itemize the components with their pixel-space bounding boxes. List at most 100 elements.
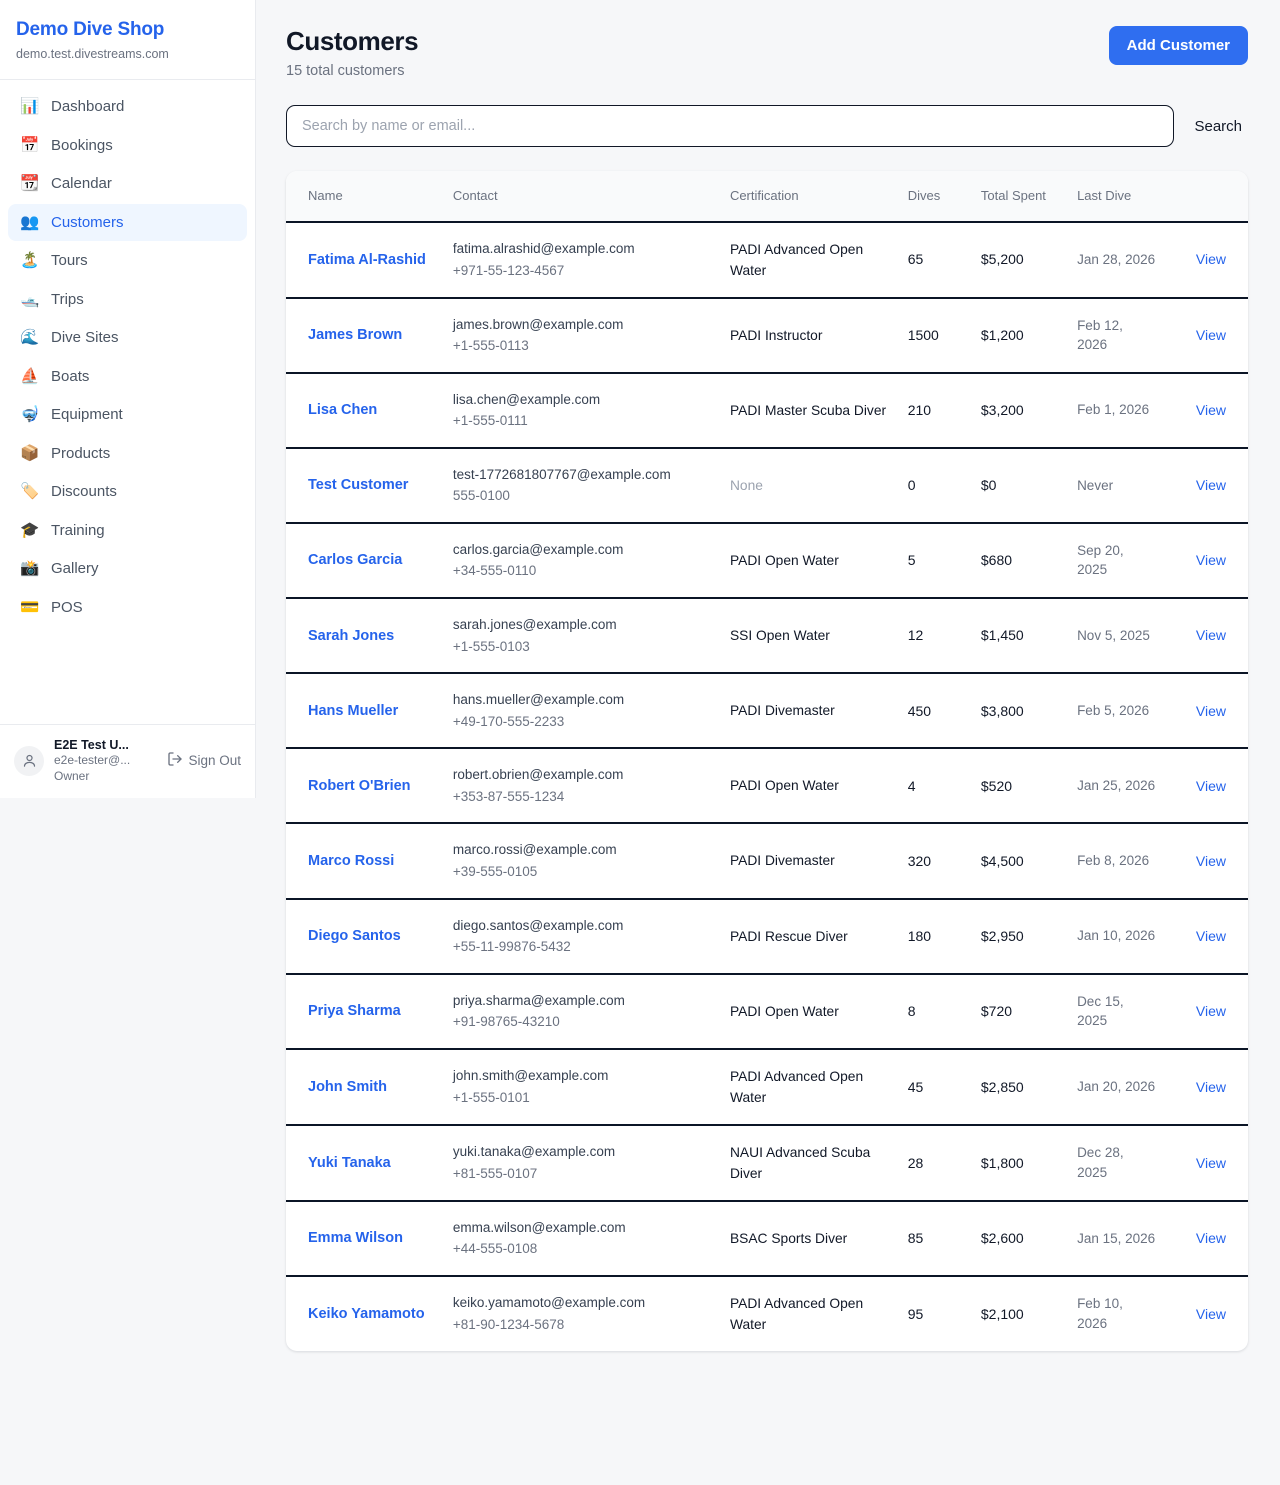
cell-actions: View [1166, 372, 1248, 449]
sidebar-item-customers[interactable]: 👥 Customers [8, 203, 247, 242]
people-icon: 👥 [20, 213, 40, 231]
customer-name-link[interactable]: Diego Santos [308, 928, 401, 945]
user-footer: E2E Test U... e2e-tester@... Owner Sign … [0, 724, 255, 798]
customer-name-link[interactable]: Sarah Jones [308, 627, 395, 644]
customer-name-link[interactable]: Marco Rossi [308, 852, 395, 869]
customer-phone: +81-555-0107 [452, 1165, 538, 1181]
certification-value: PADI Advanced Open Water [729, 1295, 864, 1332]
sign-out-icon [167, 751, 183, 770]
sidebar-item-bookings[interactable]: 📅 Bookings [8, 127, 247, 165]
view-customer-link[interactable]: View [1195, 1154, 1226, 1171]
cell-dives: 210 [897, 372, 971, 449]
cell-dives: 85 [897, 1200, 971, 1277]
cell-contact: lisa.chen@example.com +1-555-0111 [442, 372, 720, 449]
certification-value: None [729, 477, 763, 493]
view-customer-link[interactable]: View [1195, 927, 1226, 944]
cell-total-spent: $1,200 [970, 297, 1068, 374]
customer-name-link[interactable]: James Brown [308, 327, 403, 344]
customer-name-link[interactable]: Priya Sharma [308, 1003, 401, 1020]
cell-dives: 0 [897, 447, 971, 524]
view-customer-link[interactable]: View [1195, 552, 1226, 569]
view-customer-link[interactable]: View [1195, 852, 1226, 869]
cell-actions: View [1166, 1048, 1248, 1126]
search-input[interactable] [286, 105, 1175, 147]
view-customer-link[interactable]: View [1195, 251, 1226, 268]
sidebar-item-boats[interactable]: ⛵ Boats [8, 358, 247, 396]
customer-phone: +34-555-0110 [452, 563, 537, 579]
cell-certification: PADI Advanced Open Water [719, 1048, 898, 1126]
sidebar-item-trips[interactable]: 🛥️ Trips [8, 281, 247, 319]
view-customer-link[interactable]: View [1195, 627, 1226, 644]
sidebar-item-discounts[interactable]: 🏷️ Discounts [8, 473, 247, 511]
customer-name-link[interactable]: Fatima Al-Rashid [308, 251, 426, 268]
customer-name-link[interactable]: Lisa Chen [308, 402, 378, 419]
cell-last-dive: Feb 12, 2026 [1067, 297, 1167, 374]
cell-contact: diego.santos@example.com +55-11-99876-543… [442, 898, 720, 975]
sidebar-item-pos[interactable]: 💳 POS [8, 589, 247, 627]
col-header-contact: Contact [442, 171, 720, 223]
cell-total-spent: $520 [970, 748, 1068, 825]
sidebar-item-label: Customers [51, 213, 124, 231]
customer-name-link[interactable]: Carlos Garcia [308, 552, 403, 569]
cell-actions: View [1166, 1124, 1248, 1202]
sidebar-item-dive-sites[interactable]: 🌊 Dive Sites [8, 319, 247, 357]
customer-name-link[interactable]: Hans Mueller [308, 702, 399, 719]
cell-last-dive: Dec 28, 2025 [1067, 1124, 1167, 1202]
table-row: Carlos Garcia carlos.garcia@example.com +3… [286, 522, 1248, 600]
cell-dives: 1500 [897, 297, 971, 374]
cell-name: Priya Sharma [286, 973, 443, 1050]
table-row: Diego Santos diego.santos@example.com +55-… [286, 898, 1248, 975]
customer-phone: +1-555-0101 [452, 1089, 530, 1105]
sign-out-button[interactable]: Sign Out [167, 751, 241, 770]
view-customer-link[interactable]: View [1195, 1230, 1226, 1247]
view-customer-link[interactable]: View [1195, 1078, 1226, 1095]
cell-last-dive: Feb 5, 2026 [1067, 673, 1167, 750]
customer-name-link[interactable]: Keiko Yamamoto [308, 1305, 425, 1322]
sidebar-item-tours[interactable]: 🏝️ Tours [8, 242, 247, 280]
cell-dives: 45 [897, 1048, 971, 1126]
customer-name-link[interactable]: Test Customer [308, 477, 409, 494]
sidebar-item-label: Dashboard [51, 98, 125, 116]
customer-name-link[interactable]: Yuki Tanaka [308, 1154, 391, 1171]
view-customer-link[interactable]: View [1195, 477, 1226, 494]
calendar-17-icon: 📅 [20, 136, 40, 154]
search-button[interactable]: Search [1188, 110, 1248, 143]
customer-email: priya.sharma@example.com [452, 992, 625, 1008]
cell-certification: PADI Open Water [719, 973, 898, 1050]
sidebar-item-training[interactable]: 🎓 Training [8, 512, 247, 550]
view-customer-link[interactable]: View [1195, 777, 1226, 794]
cell-last-dive: Feb 1, 2026 [1067, 372, 1167, 449]
sidebar-item-label: Calendar [51, 175, 112, 193]
sidebar-item-products[interactable]: 📦 Products [8, 435, 247, 473]
cell-last-dive: Never [1067, 447, 1167, 524]
customer-name-link[interactable]: John Smith [308, 1078, 387, 1095]
sidebar-item-calendar[interactable]: 📆 Calendar [8, 165, 247, 203]
view-customer-link[interactable]: View [1195, 326, 1226, 343]
customer-name-link[interactable]: Emma Wilson [308, 1230, 403, 1247]
cell-certification: None [719, 447, 898, 524]
sidebar-item-label: Dive Sites [51, 329, 119, 347]
add-customer-button[interactable]: Add Customer [1108, 26, 1248, 65]
sidebar-item-equipment[interactable]: 🤿 Equipment [8, 396, 247, 434]
col-header-name: Name [286, 171, 443, 223]
cell-certification: NAUI Advanced Scuba Diver [719, 1124, 898, 1202]
view-customer-link[interactable]: View [1195, 402, 1226, 419]
view-customer-link[interactable]: View [1195, 1305, 1226, 1322]
table-row: Keiko Yamamoto keiko.yamamoto@example.com… [286, 1276, 1248, 1351]
customer-name-link[interactable]: Robert O'Brien [308, 777, 411, 794]
avatar [14, 745, 44, 776]
cell-actions: View [1166, 598, 1248, 675]
sidebar-item-gallery[interactable]: 📸 Gallery [8, 550, 247, 588]
customer-phone: +55-11-99876-5432 [452, 939, 571, 955]
sidebar-item-dashboard[interactable]: 📊 Dashboard [8, 88, 247, 126]
view-customer-link[interactable]: View [1195, 702, 1226, 719]
table-row: Marco Rossi marco.rossi@example.com +39-55… [286, 823, 1248, 900]
customer-phone: +1-555-0103 [452, 638, 530, 654]
cell-last-dive: Dec 15, 2025 [1067, 973, 1167, 1050]
certification-value: PADI Open Water [729, 552, 839, 568]
sidebar-item-label: Gallery [51, 560, 99, 578]
sidebar-item-label: Products [51, 444, 111, 462]
view-customer-link[interactable]: View [1195, 1003, 1226, 1020]
cell-name: Test Customer [286, 447, 443, 524]
customer-email: emma.wilson@example.com [452, 1219, 626, 1235]
